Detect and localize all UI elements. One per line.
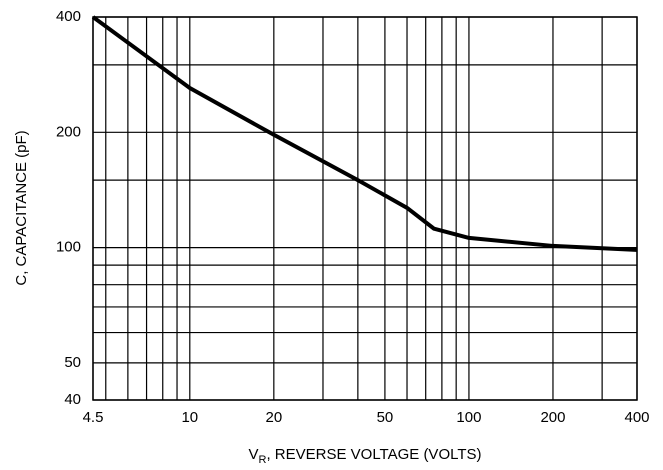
y-axis-label: C, CAPACITANCE (pF) bbox=[13, 130, 30, 285]
curve bbox=[91, 15, 638, 252]
x-tick-label: 10 bbox=[181, 409, 198, 426]
y-tick-label: 100 bbox=[56, 239, 81, 256]
x-axis-label: VR, REVERSE VOLTAGE (VOLTS) bbox=[248, 446, 481, 466]
y-tick-label: 40 bbox=[64, 391, 81, 408]
x-label-rest: , REVERSE VOLTAGE (VOLTS) bbox=[266, 446, 481, 463]
plot-frame bbox=[92, 16, 638, 401]
x-tick-label: 20 bbox=[265, 409, 282, 426]
x-tick-label: 50 bbox=[377, 409, 394, 426]
x-tick-label: 400 bbox=[624, 409, 649, 426]
y-tick-label: 200 bbox=[56, 123, 81, 140]
y-tick-label: 400 bbox=[56, 8, 81, 25]
x-tick-label: 100 bbox=[456, 409, 481, 426]
y-tick-label: 50 bbox=[64, 354, 81, 371]
x-label-sub: R bbox=[259, 454, 267, 466]
x-label-main: V bbox=[248, 446, 258, 463]
x-tick-label: 4.5 bbox=[83, 409, 104, 426]
x-tick-label: 200 bbox=[540, 409, 565, 426]
